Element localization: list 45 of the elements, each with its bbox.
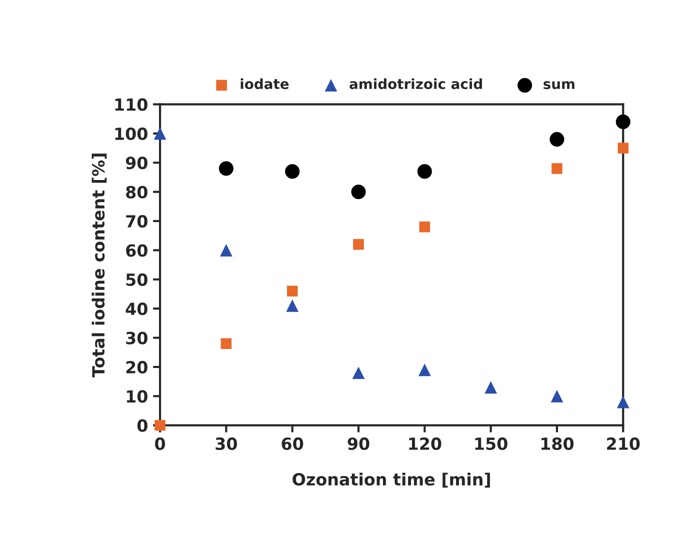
point — [286, 286, 298, 296]
y-tick-label: 100 — [115, 127, 148, 140]
y-tick-label: 20 — [126, 360, 148, 374]
point — [618, 142, 628, 154]
point — [285, 164, 300, 179]
point — [417, 164, 432, 179]
point — [616, 114, 630, 130]
point — [352, 366, 365, 380]
y-tick-label: 80 — [126, 186, 148, 198]
point — [550, 390, 564, 402]
y-axis-title: Total iodine content [%] — [92, 154, 107, 378]
y-tick-label: 40 — [126, 302, 148, 316]
y-tick-label: 30 — [126, 332, 148, 344]
point — [286, 299, 299, 312]
legend-label: amidotrizoic acid — [350, 78, 482, 90]
y-tick-label: 10 — [126, 390, 148, 403]
y-tick-label: 0 — [137, 419, 148, 432]
point — [220, 338, 232, 349]
point — [616, 396, 630, 408]
point — [550, 132, 564, 147]
y-tick-label: 60 — [126, 244, 148, 257]
x-tick-label: 90 — [348, 437, 370, 450]
x-tick-label: 0 — [155, 437, 166, 450]
legend-label: iodate — [240, 78, 289, 90]
point — [353, 239, 364, 250]
point — [218, 161, 234, 176]
y-tick-label: 70 — [126, 215, 148, 228]
y-tick-label: 110 — [115, 98, 148, 111]
x-axis-title: Ozonation time [min] — [292, 472, 490, 488]
point — [484, 381, 498, 394]
x-tick-label: 210 — [607, 437, 640, 450]
x-tick-label: 60 — [282, 437, 304, 450]
point — [552, 163, 562, 174]
x-tick-label: 30 — [216, 437, 237, 450]
point — [418, 364, 431, 376]
x-tick-label: 150 — [475, 437, 508, 450]
y-tick-label: 90 — [126, 156, 148, 170]
point — [351, 184, 366, 200]
x-tick-label: 120 — [409, 437, 442, 450]
point — [154, 127, 166, 140]
point — [419, 222, 430, 232]
legend-label: sum — [544, 81, 574, 90]
x-tick-label: 180 — [541, 437, 574, 450]
point — [220, 244, 232, 256]
y-tick-label: 50 — [126, 273, 148, 286]
